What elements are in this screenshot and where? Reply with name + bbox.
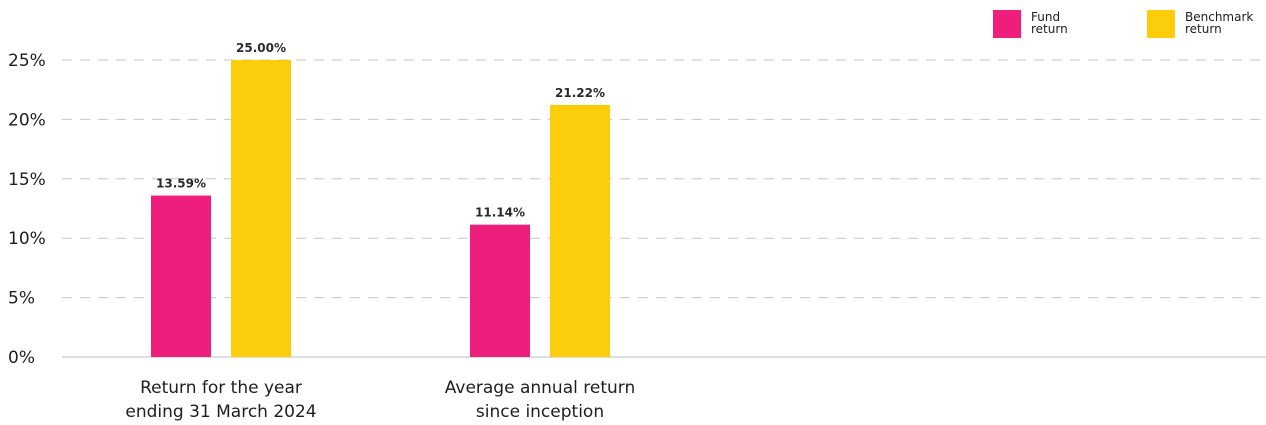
y-tick-label: 20% xyxy=(8,110,46,130)
bar-fund xyxy=(470,224,530,357)
x-category-label: Average annual return xyxy=(445,378,635,398)
y-tick-label: 5% xyxy=(8,289,35,309)
legend-label-fund: Fund return xyxy=(1031,10,1111,35)
bars xyxy=(151,60,610,357)
legend-label-benchmark-line2: return xyxy=(1185,22,1222,35)
data-label-benchmark: 25.00% xyxy=(236,41,286,55)
y-tick-label: 0% xyxy=(8,348,35,368)
y-tick-label: 25% xyxy=(8,51,46,71)
y-tick-label: 15% xyxy=(8,170,46,190)
legend-label-fund-line1: Fund xyxy=(1031,10,1061,24)
bar-fund xyxy=(151,195,211,357)
data-label-benchmark: 21.22% xyxy=(555,86,605,100)
legend-swatch-benchmark xyxy=(1147,10,1175,38)
legend-item-fund: Fund return xyxy=(993,10,1111,38)
legend-swatch-fund xyxy=(993,10,1021,38)
y-tick-label: 10% xyxy=(8,229,46,249)
legend-item-benchmark: Benchmark return xyxy=(1147,10,1257,38)
x-axis: Return for the year ending 31 March 2024 A… xyxy=(125,378,635,422)
bar-benchmark xyxy=(550,104,610,357)
x-category-label: ending 31 March 2024 xyxy=(125,402,316,422)
data-labels: 13.59% 25.00% 11.14% 21.22% xyxy=(156,41,605,220)
data-label-fund: 11.14% xyxy=(475,206,525,220)
y-axis: 0% 5% 10% 15% 20% 25% xyxy=(8,51,46,368)
data-label-fund: 13.59% xyxy=(156,177,206,191)
legend-label-fund-line2: return xyxy=(1031,22,1068,35)
bar-benchmark xyxy=(231,60,291,357)
x-category-label: Return for the year xyxy=(140,378,302,398)
legend-label-benchmark-line1: Benchmark xyxy=(1185,10,1254,24)
legend-label-benchmark: Benchmark return xyxy=(1185,10,1257,35)
x-category-label: since inception xyxy=(476,402,604,422)
